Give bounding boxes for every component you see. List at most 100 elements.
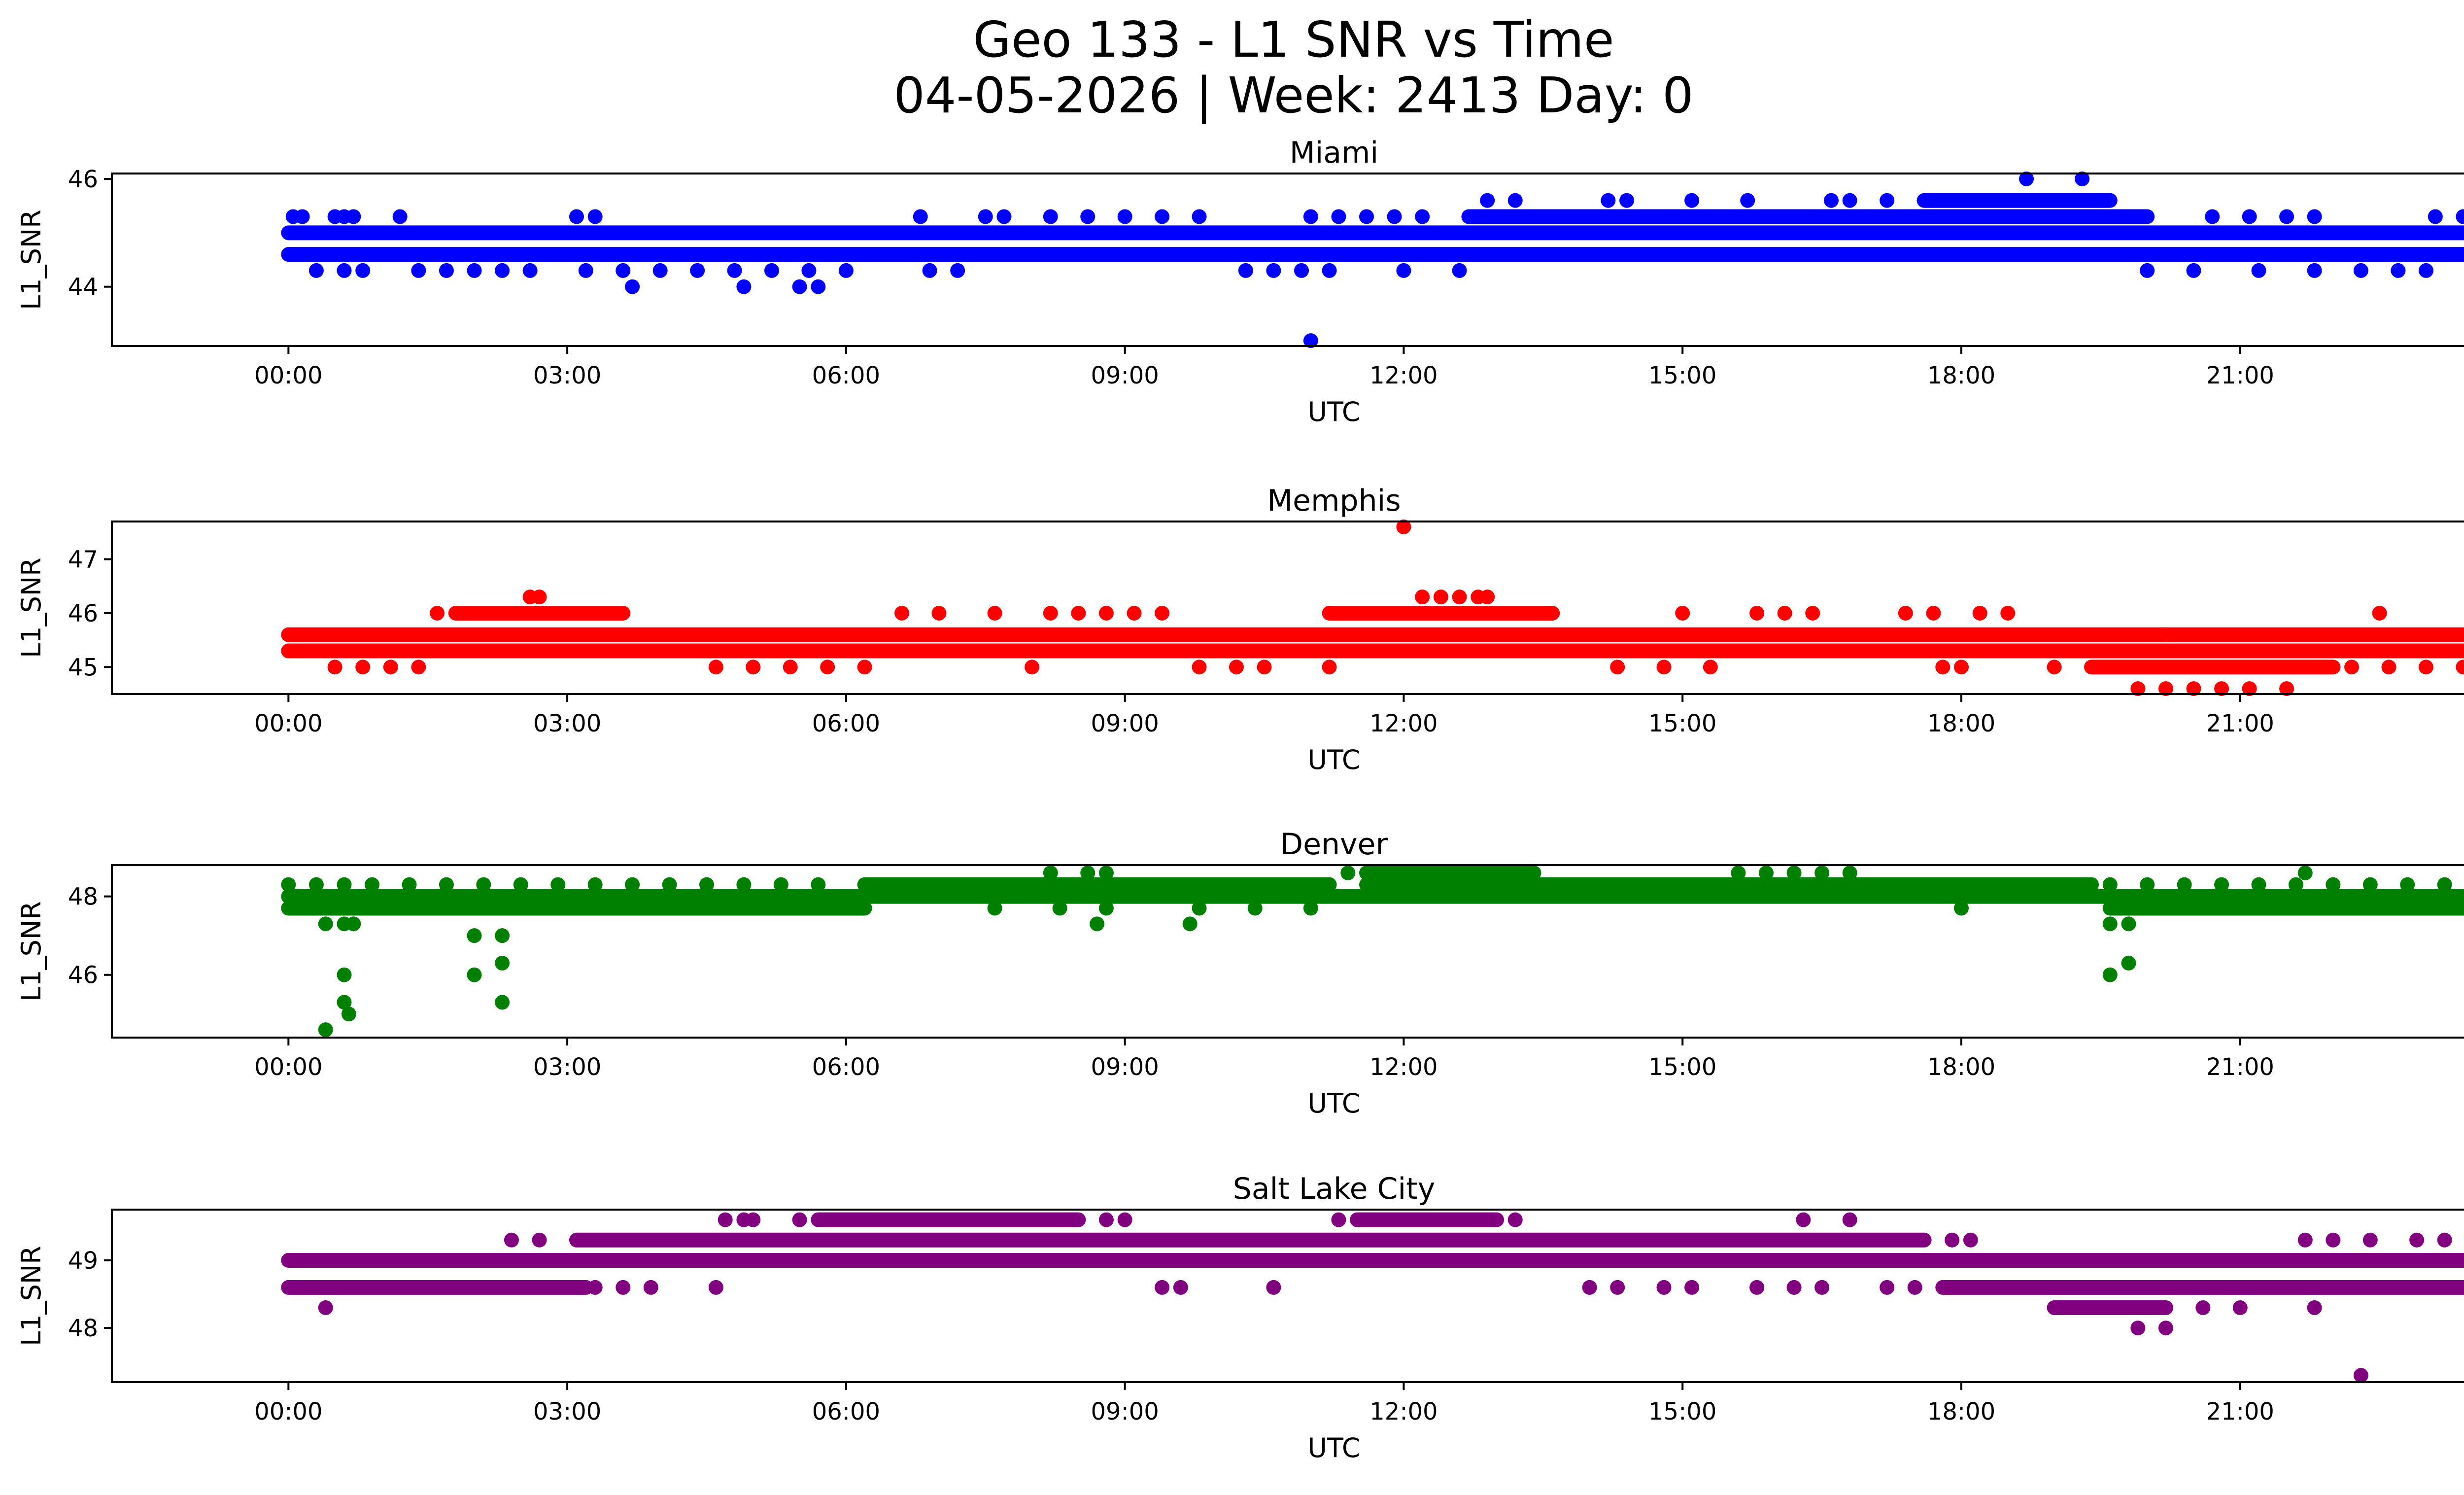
data-point	[996, 209, 1012, 224]
data-point	[587, 877, 603, 892]
data-point-band	[281, 247, 2464, 262]
data-point	[2251, 877, 2266, 892]
x-tick-label: 09:00	[1091, 1398, 1159, 1425]
data-point	[2140, 263, 2155, 278]
data-point	[1247, 901, 1263, 916]
data-point	[1805, 605, 1820, 621]
data-point	[801, 263, 817, 278]
panel-miami: Miami 00:00 03:00 06:00 09:00 12:00 15:00 18:00…	[16, 136, 2464, 427]
data-point	[1452, 263, 1467, 278]
data-point	[1749, 605, 1765, 621]
data-point	[652, 263, 668, 278]
data-point	[2205, 209, 2220, 224]
data-point	[931, 605, 947, 621]
data-point	[1117, 209, 1132, 224]
data-point	[662, 877, 677, 892]
data-point	[2242, 681, 2257, 696]
data-point	[1749, 1280, 1765, 1295]
data-point-band	[1461, 209, 2155, 224]
data-point	[337, 995, 352, 1010]
data-point	[1155, 1280, 1170, 1295]
data-point	[1945, 1232, 1960, 1248]
data-point	[467, 967, 482, 982]
data-point	[1415, 209, 1430, 224]
data-point	[792, 1212, 807, 1227]
data-point	[885, 1252, 900, 1268]
data-point	[365, 877, 380, 892]
data-point	[2186, 681, 2201, 696]
data-point	[2102, 916, 2118, 932]
data-point	[1192, 660, 1207, 675]
data-point	[2428, 209, 2443, 224]
data-point	[820, 660, 835, 675]
data-point	[1814, 865, 1830, 880]
data-point	[1842, 1212, 1857, 1227]
data-point	[987, 901, 1002, 916]
data-point	[1610, 660, 1625, 675]
data-point-band	[281, 627, 2464, 642]
data-point	[783, 660, 798, 675]
plot-frame	[111, 521, 2464, 695]
data-point	[1043, 865, 1058, 880]
data-point	[1294, 263, 1309, 278]
data-point	[318, 916, 333, 932]
data-point-band	[1916, 193, 2118, 208]
data-point	[2400, 877, 2415, 892]
data-point	[1507, 1212, 1523, 1227]
data-point	[1740, 193, 1755, 208]
data-point	[616, 1280, 631, 1295]
data-point-band	[1322, 605, 1560, 621]
data-point	[2186, 263, 2201, 278]
plot-frame	[111, 173, 2464, 347]
data-point	[1619, 193, 1635, 208]
data-point	[1182, 916, 1198, 932]
data-point	[2121, 916, 2136, 932]
data-point	[1731, 865, 1746, 880]
x-tick-label: 21:00	[2206, 362, 2274, 389]
data-point	[1526, 1252, 1541, 1268]
data-point	[1238, 263, 1253, 278]
data-point	[1684, 193, 1700, 208]
data-point	[1331, 209, 1346, 224]
x-tick-label: 18:00	[1927, 1398, 1995, 1425]
data-point	[2418, 660, 2433, 675]
data-point	[1452, 590, 1467, 605]
data-point	[1954, 660, 1969, 675]
y-tick-label: 49	[68, 1247, 98, 1275]
data-point	[1090, 916, 1105, 932]
data-point	[2177, 877, 2192, 892]
data-series	[281, 865, 2464, 1038]
data-point	[625, 877, 640, 892]
data-point	[2409, 1232, 2425, 1248]
x-tick-label: 09:00	[1091, 1053, 1159, 1081]
y-tick-label: 46	[68, 962, 98, 989]
data-point	[1322, 263, 1337, 278]
data-point	[1127, 605, 1142, 621]
data-point	[504, 1232, 519, 1248]
figure-title-line1: Geo 133 - L1 SNR vs Time	[973, 11, 1614, 69]
x-tick-label: 00:00	[254, 1053, 322, 1081]
x-tick-label: 15:00	[1648, 710, 1716, 737]
data-point	[1758, 865, 1774, 880]
data-point	[402, 877, 417, 892]
data-point	[337, 263, 352, 278]
data-point-band	[1359, 865, 1541, 880]
data-point	[337, 877, 352, 892]
data-point	[2437, 1232, 2452, 1248]
data-point	[2418, 263, 2433, 278]
data-point	[1480, 193, 1495, 208]
data-point-band	[569, 1232, 1932, 1248]
data-point	[1303, 333, 1318, 348]
x-tick-label: 06:00	[812, 1398, 880, 1425]
data-point	[1340, 865, 1356, 880]
data-point	[1303, 209, 1318, 224]
data-point	[1322, 660, 1337, 675]
y-axis-label: L1_SNR	[16, 1246, 47, 1346]
data-point	[439, 877, 454, 892]
x-axis-label: UTC	[1307, 744, 1360, 775]
data-point-band	[281, 643, 2464, 659]
data-point	[1610, 1280, 1625, 1295]
data-point	[587, 209, 603, 224]
data-point	[1954, 901, 1969, 916]
